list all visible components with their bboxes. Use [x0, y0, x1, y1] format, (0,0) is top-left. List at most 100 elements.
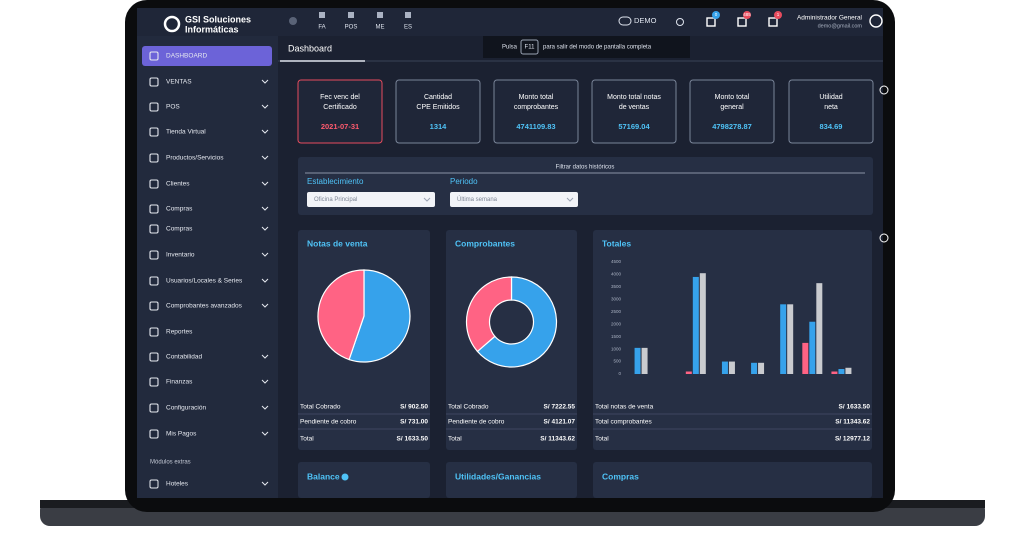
chevron — [261, 226, 269, 231]
bar — [787, 304, 794, 374]
row-value: S/ 4121.07 — [544, 419, 576, 426]
header-icon[interactable] — [768, 17, 778, 27]
stat-card — [395, 79, 481, 144]
badge — [774, 11, 782, 19]
y-tick-label: 2500 — [611, 309, 622, 314]
menu-icon — [149, 403, 159, 413]
menu-item[interactable]: Compras — [166, 226, 193, 233]
chevron — [261, 181, 269, 186]
filter-label: Establecimiento — [307, 177, 364, 186]
chevron — [261, 431, 269, 436]
shortcut[interactable]: ES — [404, 25, 412, 31]
menu-item[interactable]: Finanzas — [166, 379, 193, 386]
menu-icon — [149, 276, 159, 286]
brand: Informáticas — [185, 24, 239, 34]
y-tick-label: 0 — [618, 371, 621, 376]
y-tick-label: 500 — [613, 359, 621, 364]
notice-key: F11 — [525, 45, 536, 51]
widget-card — [593, 230, 872, 450]
badge-count: 485 — [743, 12, 751, 17]
menu-icon — [149, 250, 159, 260]
row-label: Total — [448, 436, 462, 443]
card-title: Balance — [307, 471, 340, 481]
toggle-icon — [618, 16, 632, 26]
bar — [699, 273, 706, 374]
row-label: Total Cobrado — [300, 404, 341, 411]
menu-item[interactable]: Usuarios/Locales & Series — [166, 278, 243, 285]
widget-card — [446, 230, 577, 450]
menu-icon — [149, 352, 159, 362]
chevron — [261, 303, 269, 308]
stat-label: de ventas — [619, 104, 650, 111]
menu-icon — [149, 51, 159, 61]
chevron — [261, 104, 269, 109]
menu-item[interactable]: VENTAS — [166, 79, 192, 86]
row-value: S/ 1633.50 — [397, 436, 429, 443]
settings-icon[interactable] — [879, 233, 889, 243]
chevron — [261, 278, 269, 283]
pie-slice — [317, 269, 365, 361]
stat-label: Utilidad — [819, 94, 842, 101]
menu-item[interactable]: Comprobantes avanzados — [166, 303, 243, 310]
pie-slice — [476, 276, 558, 368]
row-value: S/ 11343.62 — [540, 436, 575, 443]
avatar[interactable] — [869, 14, 883, 28]
menu-item[interactable]: Configuración — [166, 405, 206, 412]
bottom-card — [446, 462, 577, 498]
stat-label: neta — [824, 104, 838, 111]
stat-value: 834.69 — [820, 122, 843, 131]
menu-icon — [149, 479, 159, 489]
chevron — [261, 252, 269, 257]
y-tick-label: 4000 — [611, 272, 622, 277]
menu-icon — [149, 204, 159, 214]
stat-card — [591, 79, 677, 144]
row-label: Pendiente de cobro — [448, 419, 505, 426]
notice-text: para salir del modo de pantalla completa — [543, 45, 652, 51]
menu-item[interactable]: Clientes — [166, 181, 190, 188]
row-value: S/ 11343.62 — [835, 419, 870, 426]
shortcut[interactable]: FA — [318, 25, 325, 31]
stat-value: 1314 — [430, 122, 448, 131]
shortcut[interactable]: POS — [345, 25, 358, 31]
menu-item[interactable]: Compras — [166, 206, 193, 213]
menu-item[interactable]: Reportes — [166, 329, 193, 336]
active-item — [142, 46, 272, 66]
badge-count: 1 — [777, 12, 780, 17]
menu-item[interactable]: Contabilidad — [166, 354, 203, 361]
topbar — [137, 8, 883, 36]
header-icon[interactable] — [706, 17, 716, 27]
y-tick-label: 3000 — [611, 297, 622, 302]
stat-label: Fec venc del — [320, 94, 360, 101]
menu-item[interactable]: Productos/Servicios — [166, 155, 224, 162]
bar — [831, 371, 838, 374]
badge — [743, 11, 751, 19]
bar — [816, 283, 823, 374]
menu-item[interactable]: Inventario — [166, 252, 195, 259]
stat-label: CPE Emitidos — [416, 104, 460, 111]
shortcut-icon — [319, 12, 325, 18]
menu-item[interactable]: Mis Pagos — [166, 431, 197, 438]
row-label: Total — [300, 436, 314, 443]
select[interactable] — [307, 192, 435, 207]
menu-item[interactable]: POS — [166, 104, 180, 111]
settings-icon[interactable] — [879, 85, 889, 95]
filter-label: Periodo — [450, 177, 478, 186]
row-label: Total notas de venta — [595, 404, 654, 411]
stat-value: 2021-07-31 — [321, 122, 359, 131]
bar — [634, 347, 641, 374]
select[interactable] — [450, 192, 578, 207]
menu-item[interactable]: Tienda Virtual — [166, 129, 206, 136]
menu-icon — [149, 429, 159, 439]
info-icon — [341, 473, 349, 481]
shortcut[interactable]: ME — [376, 25, 385, 31]
bar — [751, 362, 758, 374]
menu-item[interactable]: DASHBOARD — [166, 53, 207, 60]
badge — [712, 11, 720, 19]
y-tick-label: 4500 — [611, 259, 622, 264]
menu-icon — [149, 377, 159, 387]
menu-item[interactable]: Hoteles — [166, 481, 189, 488]
row-label: Total comprobantes — [595, 419, 652, 426]
chevron — [261, 206, 269, 211]
stat-label: Monto total — [715, 94, 750, 101]
header-icon[interactable] — [737, 17, 747, 27]
